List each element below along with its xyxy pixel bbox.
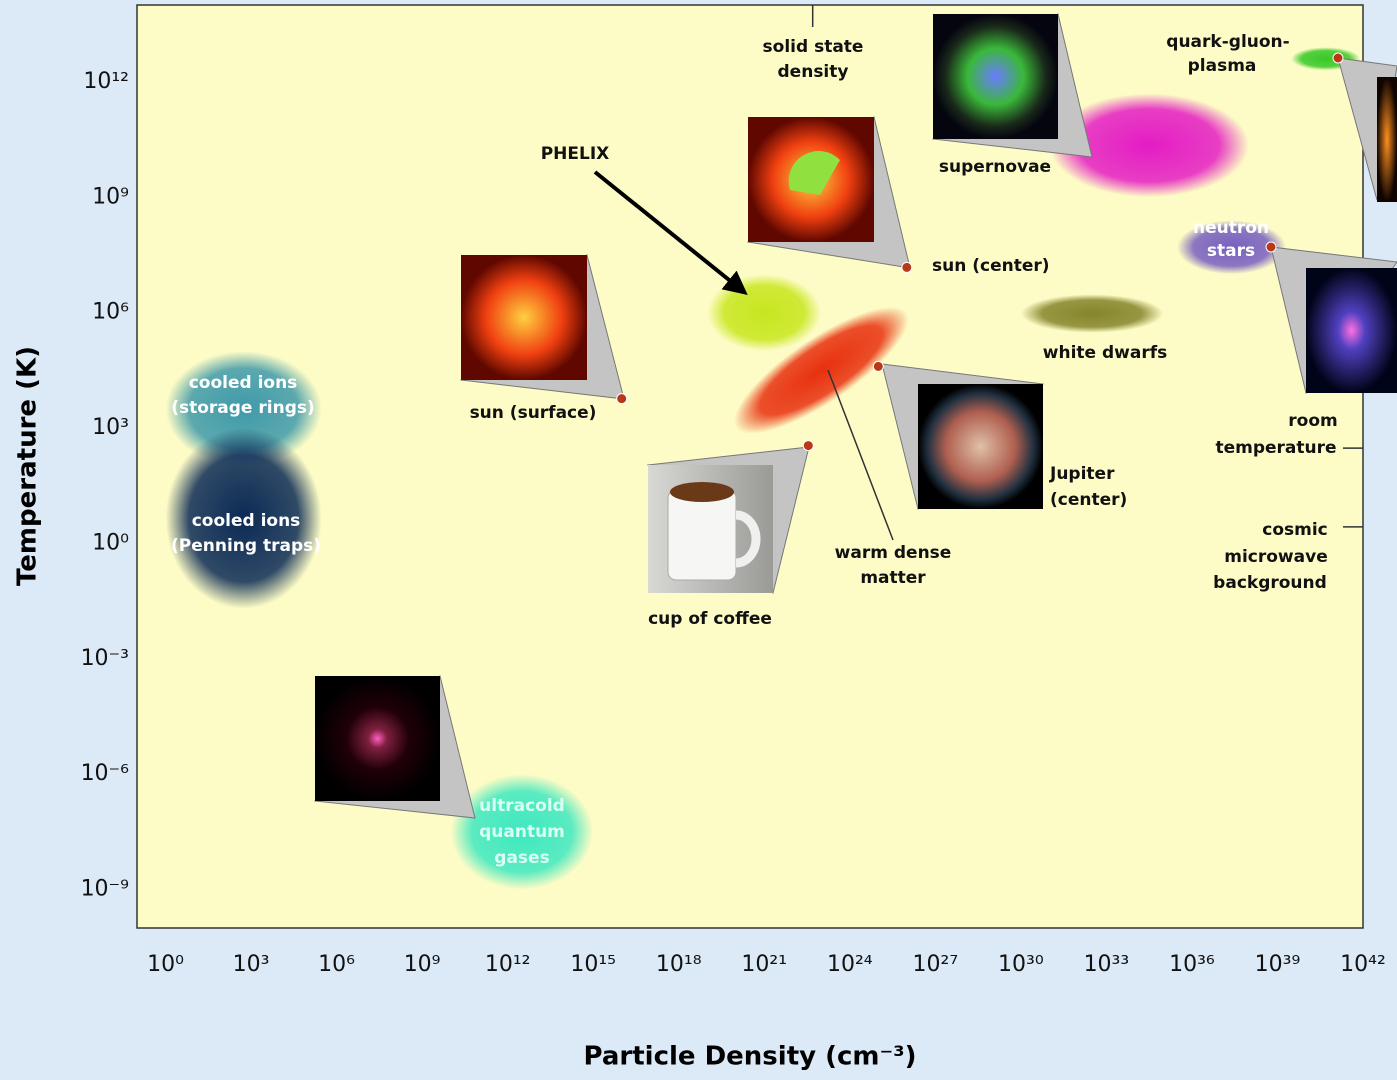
- region: [165, 351, 322, 467]
- supernova-picture: [933, 14, 1058, 139]
- region-label: warm dense: [835, 543, 952, 563]
- labels: Particle Density (cm⁻³) Temperature (K) …: [13, 32, 1386, 1072]
- y-tick-label: 10³: [92, 415, 129, 440]
- qgp-picture: [1377, 77, 1397, 202]
- reference-label: background: [1213, 573, 1327, 593]
- phelix-arrow: [593, 170, 748, 296]
- region: [165, 428, 322, 609]
- point-label: Jupiter: [1049, 464, 1115, 484]
- region-label: PHELIX: [541, 144, 610, 164]
- reference-label: temperature: [1215, 438, 1336, 458]
- x-tick-label: 10²⁷: [913, 952, 959, 977]
- y-tick-label: 10⁰: [92, 530, 129, 555]
- region: [707, 274, 822, 352]
- x-tick-label: 10¹⁵: [570, 952, 616, 977]
- region-label: (storage rings): [171, 398, 315, 418]
- region-label: quantum: [479, 822, 565, 842]
- region: [450, 774, 594, 890]
- region-label: gases: [494, 848, 549, 868]
- x-tick-label: 10⁶: [318, 952, 355, 977]
- cup-handle: [735, 510, 761, 568]
- quantum-gas-picture: [315, 676, 440, 801]
- sun-surface-picture: [461, 255, 587, 380]
- point: [872, 360, 884, 372]
- x-tick-label: 10³³: [1084, 952, 1130, 977]
- sun-cutaway: [788, 151, 840, 195]
- jupiter-picture: [918, 384, 1043, 509]
- region-label: white dwarfs: [1043, 343, 1167, 363]
- reference-label: microwave: [1224, 547, 1327, 567]
- reference-label: density: [778, 62, 849, 82]
- reference-label: solid state: [763, 37, 864, 57]
- x-tick-label: 10¹²: [485, 952, 531, 977]
- ticks: [811, 5, 1363, 528]
- region-label: (Penning traps): [171, 536, 321, 556]
- x-tick-label: 10²⁴: [827, 952, 873, 977]
- reference-label: cosmic: [1262, 520, 1328, 540]
- y-axis-title: Temperature (K): [13, 346, 43, 586]
- region: [1049, 93, 1249, 198]
- point-label: cup of coffee: [648, 609, 772, 629]
- region-label: plasma: [1188, 56, 1257, 76]
- region-label: quark-gluon-: [1166, 32, 1289, 52]
- region: [733, 306, 909, 434]
- pictures: [313, 13, 1397, 819]
- coffee: [670, 482, 734, 502]
- point-label: sun (surface): [470, 403, 597, 423]
- point: [802, 440, 814, 452]
- cup: [667, 489, 737, 581]
- region-label: supernovae: [939, 157, 1051, 177]
- y-tick-label: 10⁻³: [81, 646, 129, 671]
- point: [901, 261, 913, 273]
- x-tick-label: 10³⁰: [998, 952, 1044, 977]
- x-tick-label: 10³⁶: [1169, 952, 1215, 977]
- region-label: cooled ions: [189, 373, 298, 393]
- region: [1020, 294, 1164, 333]
- neutron-star-picture: [1306, 268, 1397, 393]
- leader-line: [827, 369, 894, 541]
- reference-label: room: [1288, 411, 1337, 431]
- x-tick-label: 10⁰: [147, 952, 184, 977]
- x-tick-label: 10³: [233, 952, 270, 977]
- x-tick-label: 10¹⁸: [656, 952, 702, 977]
- x-tick-label: 10⁹: [404, 952, 441, 977]
- point: [616, 393, 628, 405]
- x-tick-label: 10³⁹: [1255, 952, 1301, 977]
- y-tick-label: 10¹²: [83, 69, 129, 94]
- y-tick-label: 10⁻⁶: [81, 761, 130, 786]
- x-axis-title: Particle Density (cm⁻³): [584, 1042, 917, 1072]
- point-label: sun (center): [932, 256, 1050, 276]
- region-label: stars: [1207, 241, 1255, 261]
- y-tick-label: 10⁻⁹: [81, 877, 129, 902]
- region-label: matter: [860, 568, 926, 588]
- marker-dot: [1265, 241, 1277, 253]
- y-tick-label: 10⁹: [92, 184, 129, 209]
- region-label: ultracold: [479, 796, 565, 816]
- region: [1177, 220, 1287, 275]
- region-label: cooled ions: [192, 511, 301, 531]
- x-tick-label: 10²¹: [741, 952, 787, 977]
- y-tick-label: 10⁶: [92, 300, 129, 325]
- point-label: (center): [1050, 490, 1127, 510]
- x-tick-label: 10⁴²: [1340, 952, 1386, 977]
- points: [616, 261, 913, 452]
- marker-dot: [1332, 52, 1344, 64]
- region-label: neutron: [1193, 218, 1269, 238]
